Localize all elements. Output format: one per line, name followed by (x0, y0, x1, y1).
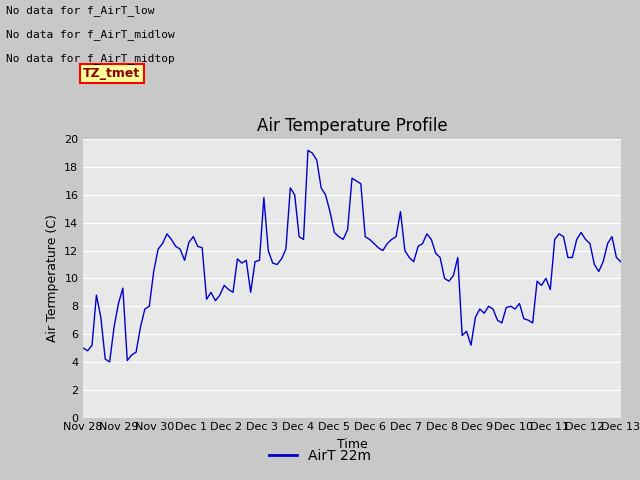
X-axis label: Time: Time (337, 438, 367, 451)
Text: No data for f_AirT_midtop: No data for f_AirT_midtop (6, 53, 175, 64)
Legend: AirT 22m: AirT 22m (264, 443, 376, 468)
Text: TZ_tmet: TZ_tmet (83, 67, 140, 80)
Y-axis label: Air Termperature (C): Air Termperature (C) (45, 215, 59, 342)
Title: Air Temperature Profile: Air Temperature Profile (257, 117, 447, 135)
Text: No data for f_AirT_midlow: No data for f_AirT_midlow (6, 29, 175, 40)
Text: No data for f_AirT_low: No data for f_AirT_low (6, 5, 155, 16)
